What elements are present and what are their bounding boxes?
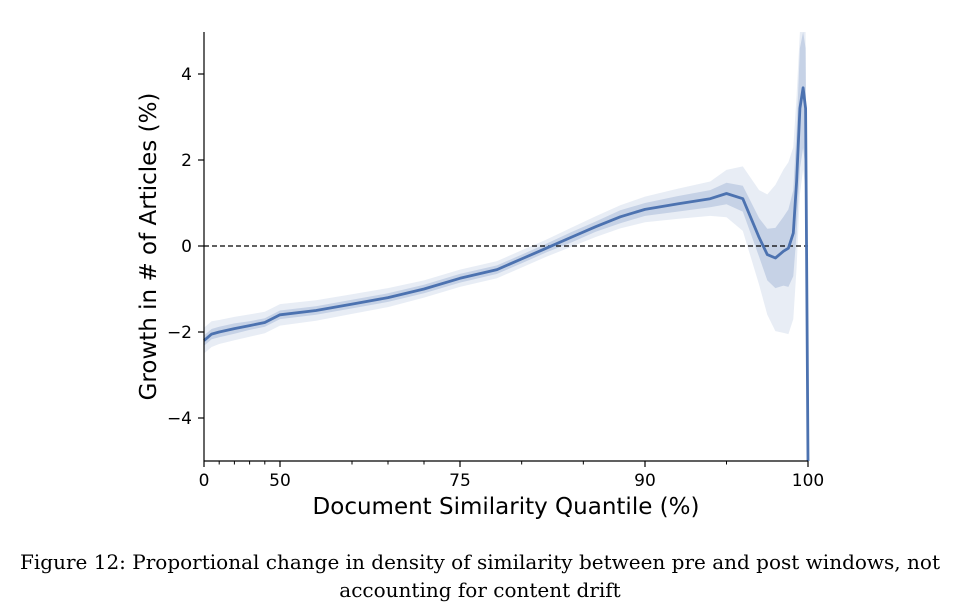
x-tick-label: 90 [634,471,656,491]
x-axis-title: Document Similarity Quantile (%) [313,494,700,520]
x-tick-label: 75 [449,471,471,491]
y-tick-label: −4 [167,409,192,429]
y-axis-title: Growth in # of Articles (%) [136,93,162,401]
caption-line-1: Figure 12: Proportional change in densit… [20,550,940,574]
x-tick-label: 0 [199,471,210,491]
x-tick-label: 100 [792,471,824,491]
plot-area [203,32,810,462]
series-line [203,86,810,462]
x-tick-label: 50 [269,471,291,491]
y-tick-label: 0 [181,237,192,257]
figure-caption: Figure 12: Proportional change in densit… [0,548,960,604]
y-tick-label: 4 [181,65,192,85]
y-tick-label: 2 [181,151,192,171]
axes: −4 −2 0 2 4 0 50 75 90 100 [167,32,824,491]
caption-line-2: accounting for content drift [339,578,621,602]
y-tick-label: −2 [167,323,192,343]
chart: −4 −2 0 2 4 0 50 75 90 100 Document Similarity Qu… [136,32,824,520]
